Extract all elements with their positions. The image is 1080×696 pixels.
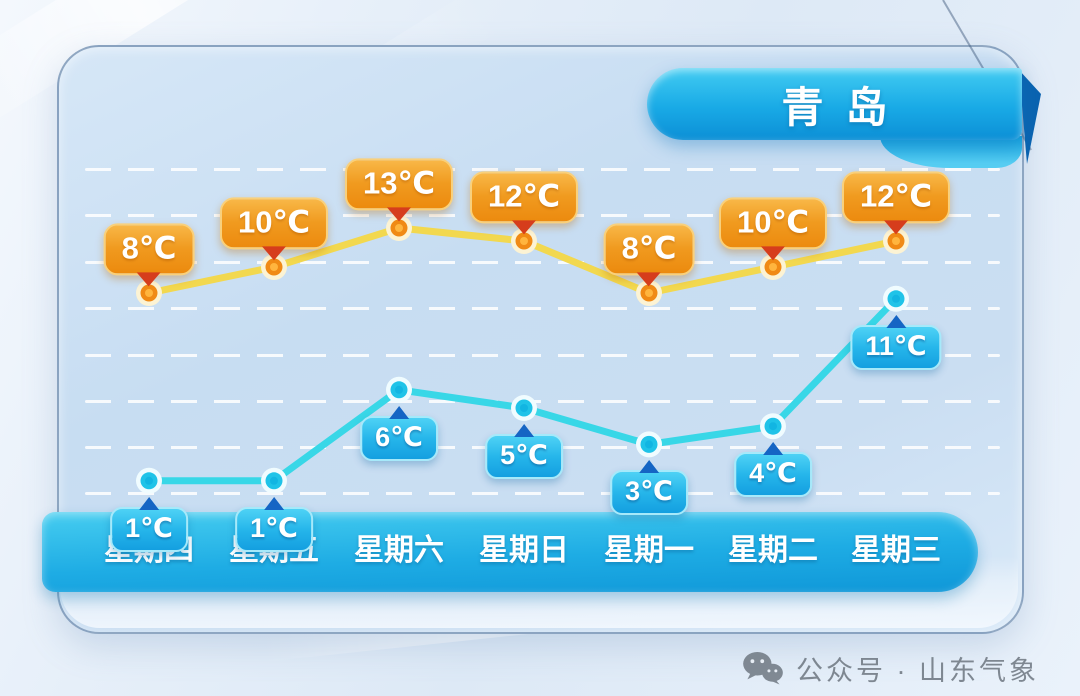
gridline xyxy=(85,492,1000,495)
low-temp-badge: 3℃ xyxy=(610,470,688,516)
day-label: 星期一 xyxy=(604,534,694,567)
gridline xyxy=(85,261,1000,264)
day-label: 星期三 xyxy=(851,534,941,567)
high-temp-badge: 12℃ xyxy=(469,171,579,223)
city-title-ribbon: 青岛 xyxy=(647,68,1022,140)
low-temp-badge: 5℃ xyxy=(485,434,563,480)
watermark: 公众号 · 山东气象 xyxy=(742,648,1039,688)
day-label: 星期六 xyxy=(354,534,444,567)
low-temp-badge: 11℃ xyxy=(850,324,942,370)
gridline xyxy=(85,168,1000,171)
day-label: 星期日 xyxy=(479,534,569,567)
low-temp-badge: 1℃ xyxy=(110,506,188,552)
low-temp-badge: 1℃ xyxy=(235,506,313,552)
watermark-text: 公众号 · 山东气象 xyxy=(796,655,1039,686)
high-temp-badge: 8℃ xyxy=(603,223,695,275)
gridline xyxy=(85,400,1000,403)
high-temp-badge: 10℃ xyxy=(219,197,329,249)
gridline xyxy=(85,307,1000,310)
wechat-icon xyxy=(743,651,783,685)
high-temp-badge: 10℃ xyxy=(718,197,828,249)
city-title: 青岛 xyxy=(781,83,910,131)
day-label: 星期二 xyxy=(728,534,818,567)
high-temp-badge: 12℃ xyxy=(841,171,951,223)
low-temp-badge: 4℃ xyxy=(734,452,812,498)
low-temp-badge: 6℃ xyxy=(360,415,438,461)
high-temp-badge: 13℃ xyxy=(344,158,454,210)
high-temp-badge: 8℃ xyxy=(103,223,195,275)
